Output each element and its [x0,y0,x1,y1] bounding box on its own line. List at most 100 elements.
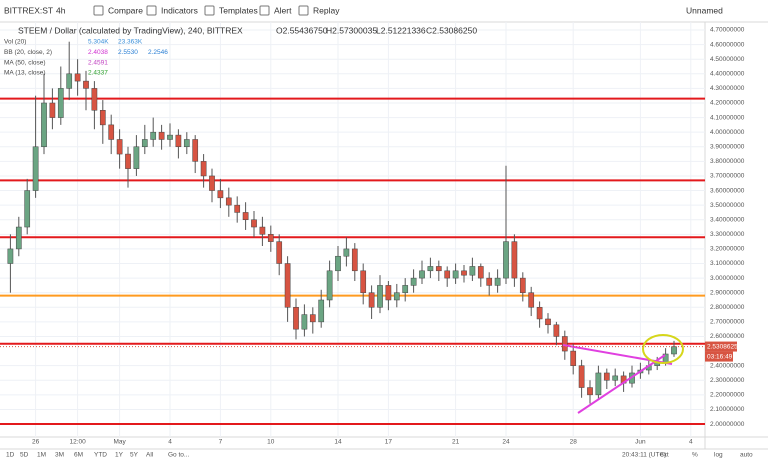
y-tick-label: 3.20000000 [710,246,745,253]
x-tick-label: May [113,439,126,446]
candle-body [419,270,425,279]
candle-body [477,266,484,279]
x-tick-label: 26 [32,439,40,446]
candle-body [612,375,619,381]
y-tick-label: 3.00000000 [710,275,745,282]
x-tick-label: 7 [219,439,223,446]
candle-body [66,73,73,89]
candle-body [486,277,493,286]
trend-line [577,354,666,414]
toolbar-button[interactable]: Indicators [161,5,198,15]
range-button[interactable]: 6M [74,452,83,459]
indicator-value: 2.4038 [88,49,108,56]
candle-body [528,292,535,308]
candle-body [545,318,551,326]
x-tick-label: Jun [635,439,646,446]
goto[interactable]: Go to... [168,452,190,459]
indicator-value: 2.4337 [88,70,108,77]
candle-body [108,124,115,140]
candle-body [167,134,173,140]
y-tick-label: 4.70000000 [710,27,745,34]
candle-body [578,365,585,388]
interval[interactable]: 4h [56,5,66,15]
candle-body [385,285,392,301]
toolbar-button[interactable]: Compare [108,5,143,15]
x-tick-label: 28 [570,439,578,446]
x-tick-label: 10 [267,439,275,446]
candle-body [125,153,131,169]
y-tick-label: 3.80000000 [710,158,745,165]
candle-body [293,307,299,330]
range-button[interactable]: YTD [94,452,107,459]
y-tick-label: 2.20000000 [710,392,745,399]
indicator-name: Vol (20) [4,39,26,46]
toolbar-button[interactable]: Alert [274,5,292,15]
y-tick-label: 2.70000000 [710,319,745,326]
range-button[interactable]: 5D [20,452,29,459]
x-tick-label: 24 [502,439,510,446]
ui: 2.00000000 2.10000000 2.20000000 2.30000000… [0,5,753,459]
candle-body [251,219,257,228]
candle-body [452,270,459,279]
scale-option[interactable]: log [714,452,723,459]
candle-body [519,277,526,293]
range-button[interactable]: 1Y [115,452,124,459]
scale-option[interactable]: auto [740,452,753,459]
y-tick-label: 3.90000000 [710,143,745,150]
candle-body [225,197,232,206]
toolbar-icon [93,5,104,16]
chart-title: STEEM / Dollar (calculated by TradingVie… [18,25,243,35]
candle-body [284,263,291,308]
countdown-box [705,351,733,362]
candle-body [7,248,14,264]
indicator-value: 23.363K [118,39,143,46]
y-tick-label: 2.00000000 [710,421,745,428]
indicator-value: 5.304K [88,39,109,46]
indicator-value: 2.5530 [118,49,138,56]
candle-body [83,80,89,89]
range-button[interactable]: 3M [55,452,64,459]
candle-body [192,139,199,162]
candle-body [15,226,22,250]
candle-body [91,88,98,111]
range-button[interactable]: 5Y [130,452,139,459]
ohlc-value: L2.51221336 [376,25,426,35]
candle-body [587,387,593,396]
candle-body [57,88,64,118]
range-button[interactable]: 1M [37,452,46,459]
y-tick-label: 2.80000000 [710,304,745,311]
toolbar-button[interactable]: Templates [219,5,258,15]
toolbar-icon [298,5,309,16]
candle-body [301,314,308,330]
range-button[interactable]: 1D [6,452,15,459]
y-tick-label: 2.10000000 [710,406,745,413]
candle-body [259,226,266,235]
candle-body [595,372,602,396]
scale-option[interactable]: ext [660,452,669,459]
symbol[interactable]: BITTREX:ST [4,5,53,15]
indicator-name: MA (13, close) [4,70,46,77]
y-tick-label: 4.50000000 [710,56,745,63]
candle-body [209,175,215,191]
candle-body [133,146,140,169]
indicator-value: 2.4591 [88,59,108,66]
candle-body [32,146,39,191]
range-button[interactable]: All [146,452,154,459]
last-price-label: 2.53086250 [707,343,742,350]
candle-body [402,285,409,293]
candle-body [326,270,333,301]
y-tick-label: 4.00000000 [710,129,745,136]
layout-name[interactable]: Unnamed [686,5,723,15]
x-tick-label: 14 [334,439,342,446]
toolbar-button[interactable]: Replay [313,5,340,15]
scale-option[interactable]: % [692,452,698,459]
y-tick-label: 2.40000000 [710,362,745,369]
x-tick-label: 17 [385,439,393,446]
y-tick-label: 4.10000000 [710,114,745,121]
candle-body [469,266,476,276]
candle-body [343,248,350,257]
x-tick-label: 4 [168,439,172,446]
candle-body [368,292,375,308]
x-tick-label: 21 [452,439,460,446]
